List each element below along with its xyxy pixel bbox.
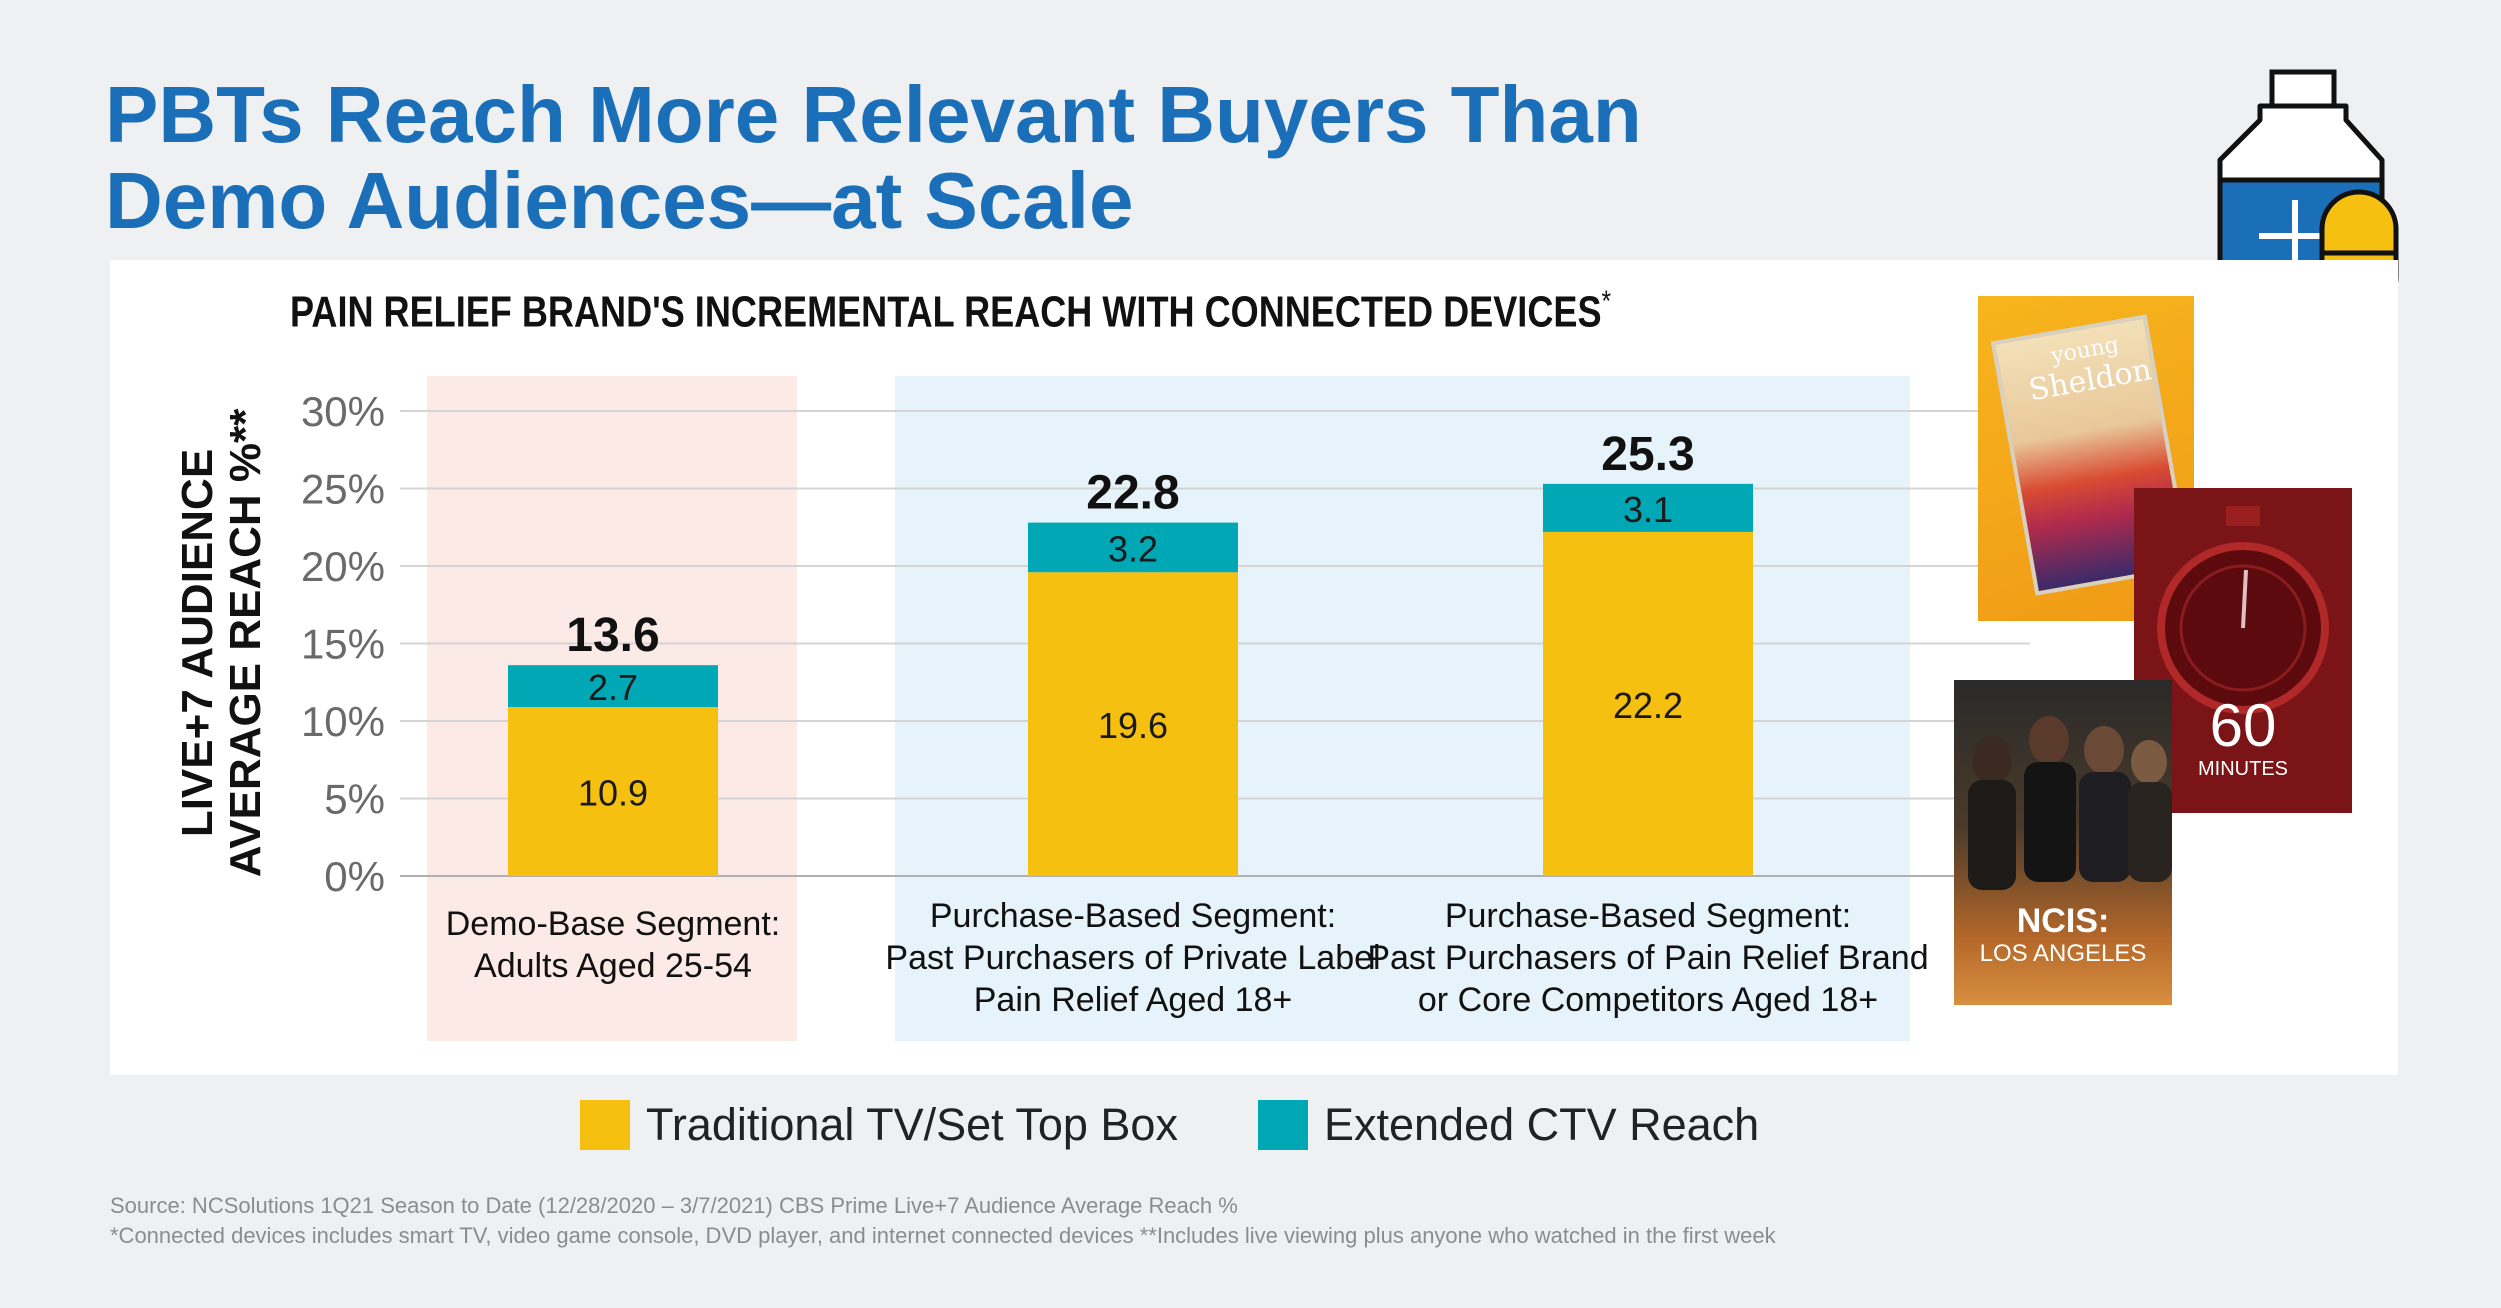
- category-label: Past Purchasers of Private Label: [885, 939, 1380, 977]
- legend-item-ctv: Extended CTV Reach: [1257, 1099, 1760, 1151]
- legend-item-tv: Traditional TV/Set Top Box: [580, 1099, 1178, 1151]
- category-label: Past Purchasers of Pain Relief Brand: [1367, 939, 1928, 977]
- chart-title: PAIN RELIEF BRAND'S INCREMENTAL REACH WI…: [290, 285, 1725, 338]
- y-tick-label: 15%: [301, 621, 385, 668]
- bar-total-label: 25.3: [1601, 428, 1694, 481]
- sixty-minutes-word: MINUTES: [2198, 758, 2288, 780]
- bar-value-label: 3.2: [1108, 528, 1158, 569]
- category-label: or Core Competitors Aged 18+: [1418, 981, 1878, 1019]
- bar-value-label: 3.1: [1623, 489, 1673, 530]
- bar-segment: [1028, 522, 1238, 573]
- category-label: Demo-Base Segment:: [446, 905, 781, 943]
- chart-title-text: PAIN RELIEF BRAND'S INCREMENTAL REACH WI…: [290, 287, 1602, 337]
- y-tick-label: 20%: [301, 543, 385, 590]
- y-tick-label: 30%: [301, 388, 385, 435]
- headline: PBTs Reach More Relevant Buyers Than Dem…: [105, 72, 1805, 244]
- headline-line2: Demo Audiences—at Scale: [105, 156, 1134, 245]
- ncis-los-angeles-poster: NCIS: LOS ANGELES: [1954, 680, 2172, 1005]
- legend-label-ctv: Extended CTV Reach: [1323, 1099, 1760, 1150]
- footnote-source: Source: NCSolutions 1Q21 Season to Date …: [110, 1193, 1238, 1218]
- chart-title-marker: *: [1601, 285, 1612, 318]
- y-tick-label: 0%: [324, 853, 385, 900]
- bar-total-label: 13.6: [566, 609, 659, 662]
- y-axis-label-line1: LIVE+7 AUDIENCE: [173, 449, 222, 837]
- legend-swatch-tv: [580, 1100, 630, 1150]
- headline-line1: PBTs Reach More Relevant Buyers Than: [105, 70, 1642, 159]
- bar-total-label: 22.8: [1086, 467, 1179, 520]
- bar-value-label: 10.9: [578, 773, 648, 814]
- bar-segment: [1028, 572, 1238, 876]
- ncis-line2: LOS ANGELES: [1979, 940, 2147, 967]
- category-label: Purchase-Based Segment:: [930, 897, 1336, 935]
- legend-label-tv: Traditional TV/Set Top Box: [646, 1099, 1178, 1150]
- sixty-minutes-number: 60: [2209, 692, 2277, 759]
- y-tick-label: 25%: [301, 466, 385, 513]
- footnote-notes: *Connected devices includes smart TV, vi…: [110, 1223, 1776, 1248]
- bar-segment: [1543, 483, 1753, 532]
- bar-value-label: 19.6: [1098, 705, 1168, 746]
- y-tick-label: 5%: [324, 776, 385, 823]
- y-axis-label-line2: AVERAGE REACH %**: [221, 408, 270, 877]
- y-tick-label: 10%: [301, 698, 385, 745]
- bar-segment: [508, 707, 718, 876]
- category-label: Adults Aged 25-54: [474, 947, 752, 985]
- bar-segment: [508, 665, 718, 708]
- bar-value-label: 2.7: [588, 667, 638, 708]
- legend-swatch-ctv: [1257, 1100, 1308, 1150]
- ncis-line1: NCIS:: [2016, 902, 2110, 940]
- cast-silhouettes: [1968, 716, 2172, 890]
- legend: Traditional TV/Set Top Box Extended CTV …: [580, 1097, 1839, 1153]
- bar-value-label: 22.2: [1613, 685, 1683, 726]
- category-label: Pain Relief Aged 18+: [974, 981, 1293, 1019]
- bar-segment: [1543, 531, 1753, 876]
- category-label: Purchase-Based Segment:: [1445, 897, 1851, 935]
- stopwatch-icon: [2157, 506, 2329, 714]
